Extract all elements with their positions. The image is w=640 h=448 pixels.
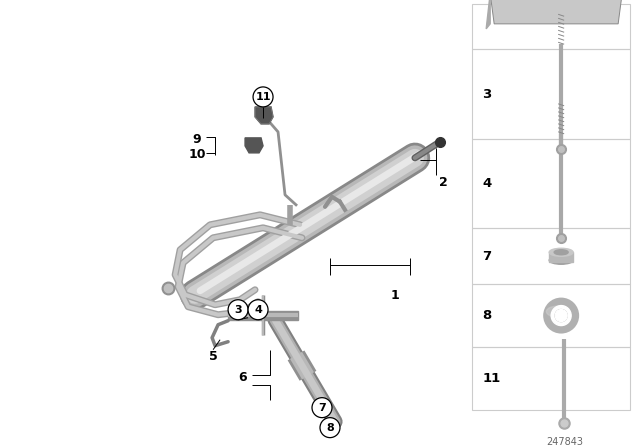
Polygon shape	[490, 0, 622, 24]
Circle shape	[248, 300, 268, 320]
Text: 1: 1	[390, 289, 399, 302]
Bar	[228, 311, 298, 320]
Ellipse shape	[549, 256, 573, 264]
Text: 4: 4	[482, 177, 492, 190]
Bar	[549, 252, 573, 262]
Circle shape	[253, 87, 273, 107]
Bar	[472, 139, 630, 228]
Ellipse shape	[549, 248, 573, 256]
Text: 10: 10	[188, 148, 206, 161]
Bar	[472, 347, 630, 409]
Text: 7: 7	[318, 403, 326, 413]
Ellipse shape	[554, 250, 568, 255]
Polygon shape	[255, 107, 273, 124]
Text: 5: 5	[209, 350, 218, 363]
Circle shape	[228, 300, 248, 320]
Circle shape	[555, 310, 567, 322]
Ellipse shape	[547, 306, 568, 317]
Text: 247843: 247843	[547, 437, 583, 447]
Circle shape	[320, 418, 340, 438]
Bar	[472, 228, 630, 284]
Text: 4: 4	[254, 305, 262, 315]
Text: 11: 11	[255, 92, 271, 102]
Bar	[472, 49, 630, 139]
Text: 3: 3	[234, 305, 242, 315]
Text: 6: 6	[237, 371, 246, 384]
Text: 8: 8	[482, 309, 492, 322]
Circle shape	[312, 398, 332, 418]
Polygon shape	[486, 0, 490, 29]
Circle shape	[543, 297, 579, 334]
Text: 3: 3	[482, 87, 492, 100]
Text: 11: 11	[482, 372, 500, 385]
Bar	[472, 4, 630, 49]
Text: 2: 2	[438, 177, 447, 190]
Bar	[472, 284, 630, 347]
Polygon shape	[245, 138, 263, 153]
Text: 7: 7	[482, 250, 492, 263]
Text: 8: 8	[326, 422, 334, 433]
Circle shape	[551, 306, 571, 326]
Circle shape	[555, 310, 567, 322]
Text: 9: 9	[193, 134, 202, 146]
